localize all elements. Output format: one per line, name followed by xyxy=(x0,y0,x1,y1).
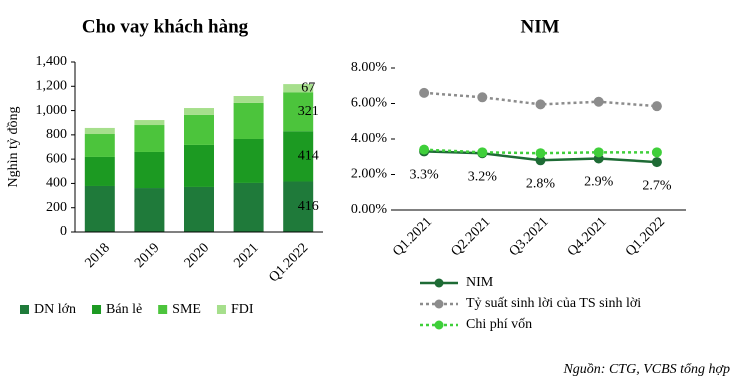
point xyxy=(419,87,430,98)
bar-segment xyxy=(233,138,264,183)
bar-segment xyxy=(233,102,264,139)
x-tick-label: Q1.2022 xyxy=(623,214,668,259)
bar-segment xyxy=(283,131,314,182)
y-tick-label: 1,400 xyxy=(36,54,68,69)
y-tick-label: 0 xyxy=(60,224,67,239)
legend-swatch xyxy=(20,305,29,314)
bar-segment xyxy=(134,125,165,152)
bar-segment xyxy=(134,151,165,189)
point xyxy=(651,101,662,112)
legend-label: Tỷ suất sinh lời của TS sinh lời xyxy=(466,296,641,311)
x-tick-label: 2018 xyxy=(82,240,112,270)
bar-segment xyxy=(184,144,214,187)
bar-segment xyxy=(84,185,115,232)
bar-segment xyxy=(233,96,264,103)
y-tick-label: 4.00% xyxy=(351,131,388,146)
data-label: 67 xyxy=(301,80,315,95)
data-label: 2.9% xyxy=(584,175,614,190)
data-label: 414 xyxy=(298,149,319,164)
bar-segment xyxy=(184,186,214,232)
legend-label: FDI xyxy=(231,302,254,317)
legend-label: NIM xyxy=(466,275,494,290)
point xyxy=(477,147,488,158)
bar-segment xyxy=(233,182,264,232)
legend-label: Bán lẻ xyxy=(106,302,142,317)
legend-label: SME xyxy=(172,302,201,317)
y-tick-label: 8.00% xyxy=(351,60,388,75)
point xyxy=(535,99,546,110)
x-tick-label: 2020 xyxy=(182,240,212,270)
x-tick-label: Q2.2021 xyxy=(448,214,493,259)
x-tick-label: Q3.2021 xyxy=(507,214,552,259)
bar-segment xyxy=(184,114,214,145)
x-tick-label: Q1.2022 xyxy=(266,240,311,285)
y-tick-label: 800 xyxy=(46,127,67,142)
point xyxy=(477,92,488,103)
chart-title: NIM xyxy=(520,16,559,37)
data-label: 321 xyxy=(298,104,319,119)
y-tick-label: 1,000 xyxy=(36,103,68,118)
legend-marker xyxy=(434,299,444,309)
y-tick-label: 400 xyxy=(46,176,67,191)
bar-segment xyxy=(134,188,165,232)
y-tick-label: 200 xyxy=(46,200,67,215)
y-tick-label: 1,200 xyxy=(36,79,68,94)
data-label: 3.2% xyxy=(468,169,498,184)
legend-swatch xyxy=(92,305,102,314)
bar-segment xyxy=(283,181,314,232)
y-tick-label: 2.00% xyxy=(351,167,388,182)
legend-swatch xyxy=(158,305,168,314)
x-tick-label: Q4.2021 xyxy=(565,214,610,259)
y-tick-label: 600 xyxy=(46,151,67,166)
point xyxy=(535,155,546,166)
bar-segment xyxy=(84,156,115,186)
bar-segment xyxy=(84,134,115,157)
y-tick-label: 6.00% xyxy=(351,96,388,111)
bar-segment xyxy=(184,108,214,115)
x-tick-label: 2021 xyxy=(231,240,261,270)
point xyxy=(593,147,604,158)
data-label: 3.3% xyxy=(410,168,440,183)
x-tick-label: 2019 xyxy=(132,240,162,270)
source-note: Nguồn: CTG, VCBS tổng hợp xyxy=(562,362,730,377)
point xyxy=(593,96,604,107)
bar-segment xyxy=(283,84,314,93)
point xyxy=(651,157,662,168)
point xyxy=(535,148,546,159)
point xyxy=(419,144,430,155)
chart-title: Cho vay khách hàng xyxy=(82,16,249,37)
point xyxy=(651,147,662,158)
data-label: 2.7% xyxy=(642,178,672,193)
bar-segment xyxy=(84,127,115,135)
bar-segment xyxy=(283,92,314,132)
data-label: 416 xyxy=(298,199,319,214)
line-series xyxy=(424,91,657,108)
y-tick-label: 0.00% xyxy=(351,202,388,217)
legend-swatch xyxy=(216,305,226,314)
bar-segment xyxy=(134,120,165,126)
legend-marker xyxy=(434,278,444,288)
x-tick-label: Q1.2021 xyxy=(390,214,435,259)
legend-marker xyxy=(434,320,444,330)
data-label: 2.8% xyxy=(526,177,556,192)
legend-label: DN lớn xyxy=(34,302,76,317)
legend-label: Chi phí vốn xyxy=(466,317,532,332)
y-axis-label: Nghìn tỷ đồng xyxy=(6,107,21,188)
